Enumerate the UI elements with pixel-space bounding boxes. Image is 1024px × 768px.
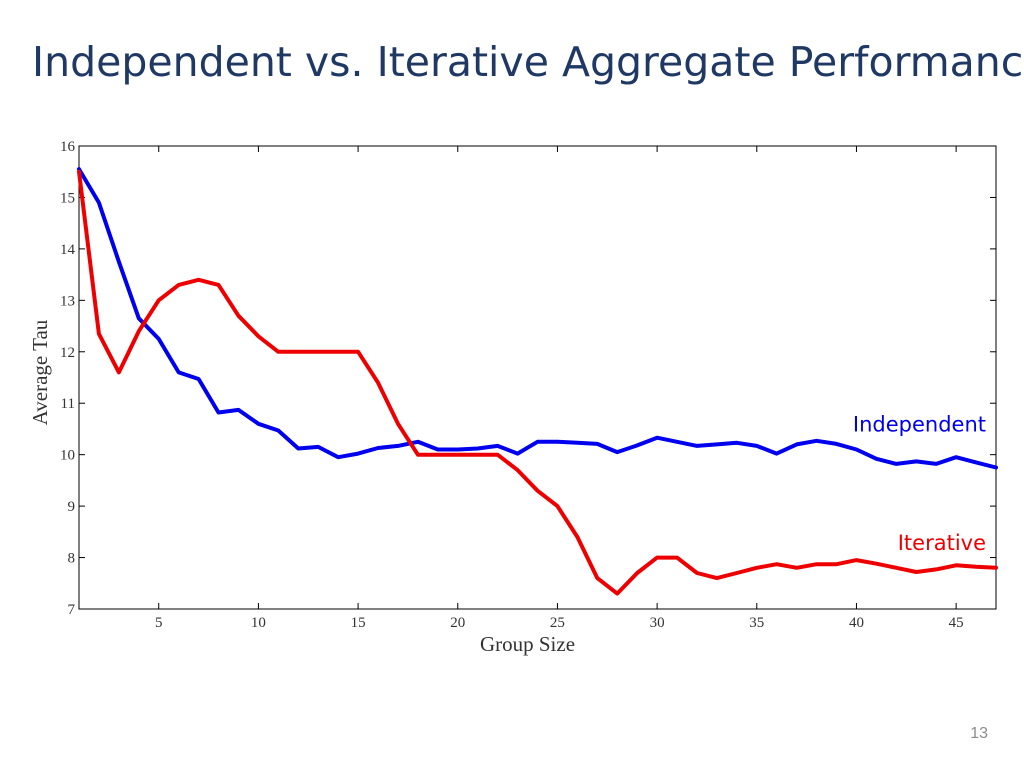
series-label-iterative: Iterative <box>898 531 986 555</box>
y-axis-label: Average Tau <box>28 319 52 425</box>
x-tick-label: 10 <box>251 615 266 631</box>
y-tick-label: 14 <box>60 242 76 258</box>
y-tick-label: 9 <box>68 499 76 515</box>
x-tick-label: 5 <box>155 615 163 631</box>
y-tick-label: 8 <box>68 551 76 567</box>
y-tick-label: 12 <box>60 345 75 361</box>
y-tick-label: 10 <box>60 448 75 464</box>
x-tick-label: 40 <box>849 615 864 631</box>
y-tick-label: 11 <box>61 396 75 412</box>
y-tick-label: 7 <box>68 602 76 618</box>
page-number: 13 <box>970 725 988 742</box>
series-label-independent: Independent <box>853 413 986 437</box>
x-tick-label: 45 <box>949 615 964 631</box>
x-tick-label: 25 <box>550 615 565 631</box>
series-line-iterative <box>77 169 998 596</box>
y-tick-label: 16 <box>60 139 76 155</box>
plot-area: 5 10 15 20 25 30 35 40 45 7 8 9 10 11 12 13 14 15 16 Indepe… <box>60 139 998 631</box>
x-tick-label: 35 <box>749 615 764 631</box>
x-axis-label: Group Size <box>480 632 575 656</box>
x-tick-label: 30 <box>650 615 665 631</box>
y-tick-label: 15 <box>60 190 75 206</box>
x-tick-label: 20 <box>450 615 465 631</box>
line-chart: 5 10 15 20 25 30 35 40 45 7 8 9 10 11 12 13 14 15 16 Indepe… <box>28 139 998 656</box>
x-tick-label: 15 <box>351 615 366 631</box>
plot-frame <box>78 145 997 610</box>
y-tick-label: 13 <box>60 293 75 309</box>
slide-title: Independent vs. Iterative Aggregate Perf… <box>32 38 1024 86</box>
series-line-independent <box>77 167 998 470</box>
